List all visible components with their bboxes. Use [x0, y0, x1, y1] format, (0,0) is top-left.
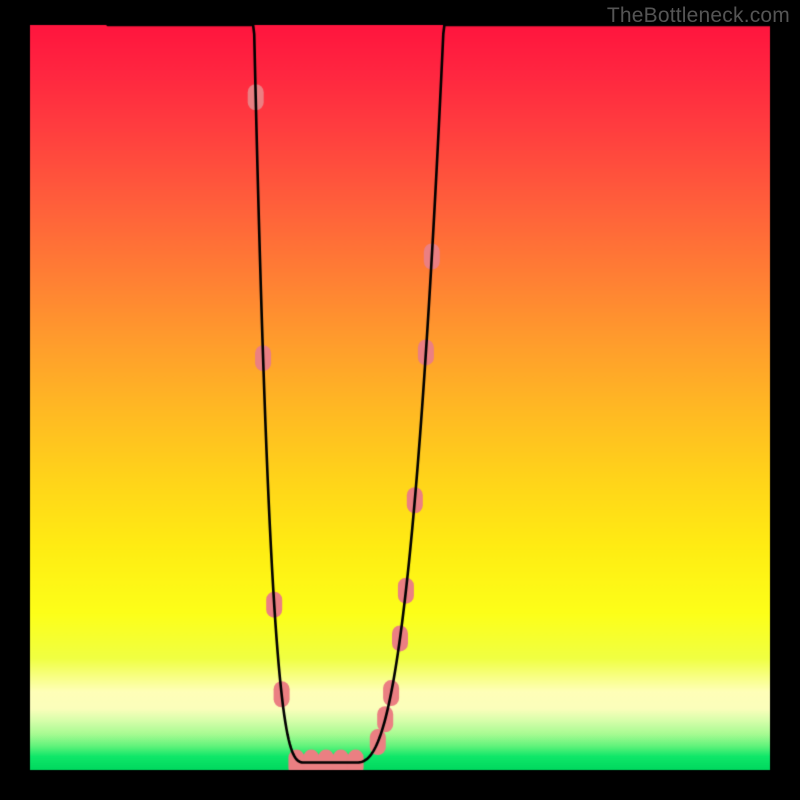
watermark-text: TheBottleneck.com: [607, 4, 790, 28]
bottleneck-curve-chart: [0, 0, 800, 800]
chart-container: TheBottleneck.com: [0, 0, 800, 800]
